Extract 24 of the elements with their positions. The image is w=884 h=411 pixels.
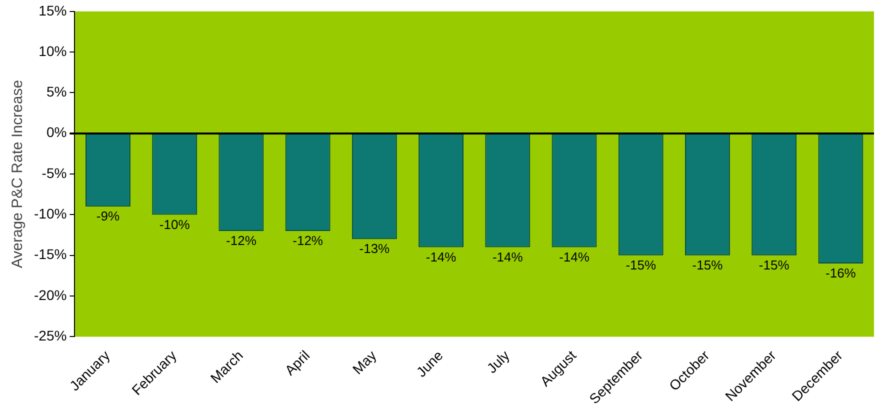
x-tick-label: July: [484, 347, 512, 376]
data-label: -15%: [626, 257, 656, 272]
y-tick-label: -15%: [34, 246, 67, 262]
data-label: -12%: [226, 233, 257, 248]
data-label: -9%: [96, 208, 120, 224]
y-tick-label: 15%: [38, 2, 67, 18]
y-tick-label: 5%: [46, 84, 67, 100]
data-label: -14%: [492, 249, 524, 264]
y-tick-label: 10%: [38, 42, 67, 59]
y-tick-label: -5%: [42, 164, 67, 181]
data-label: -14%: [426, 249, 457, 264]
y-axis-title: Average P&C Rate Increase: [9, 80, 26, 268]
data-label: -15%: [692, 257, 724, 272]
data-label: -12%: [292, 233, 324, 248]
data-label: -15%: [758, 257, 790, 272]
y-tick-label: -25%: [34, 328, 67, 344]
data-label: -10%: [159, 216, 190, 232]
y-tick-label: -10%: [34, 206, 67, 222]
data-label: -14%: [559, 249, 590, 264]
y-tick-label: 0%: [46, 124, 67, 140]
y-tick-label: -20%: [34, 286, 67, 303]
data-label: -16%: [826, 266, 856, 281]
data-label: -13%: [359, 241, 390, 256]
x-tick-label: May: [349, 347, 380, 378]
